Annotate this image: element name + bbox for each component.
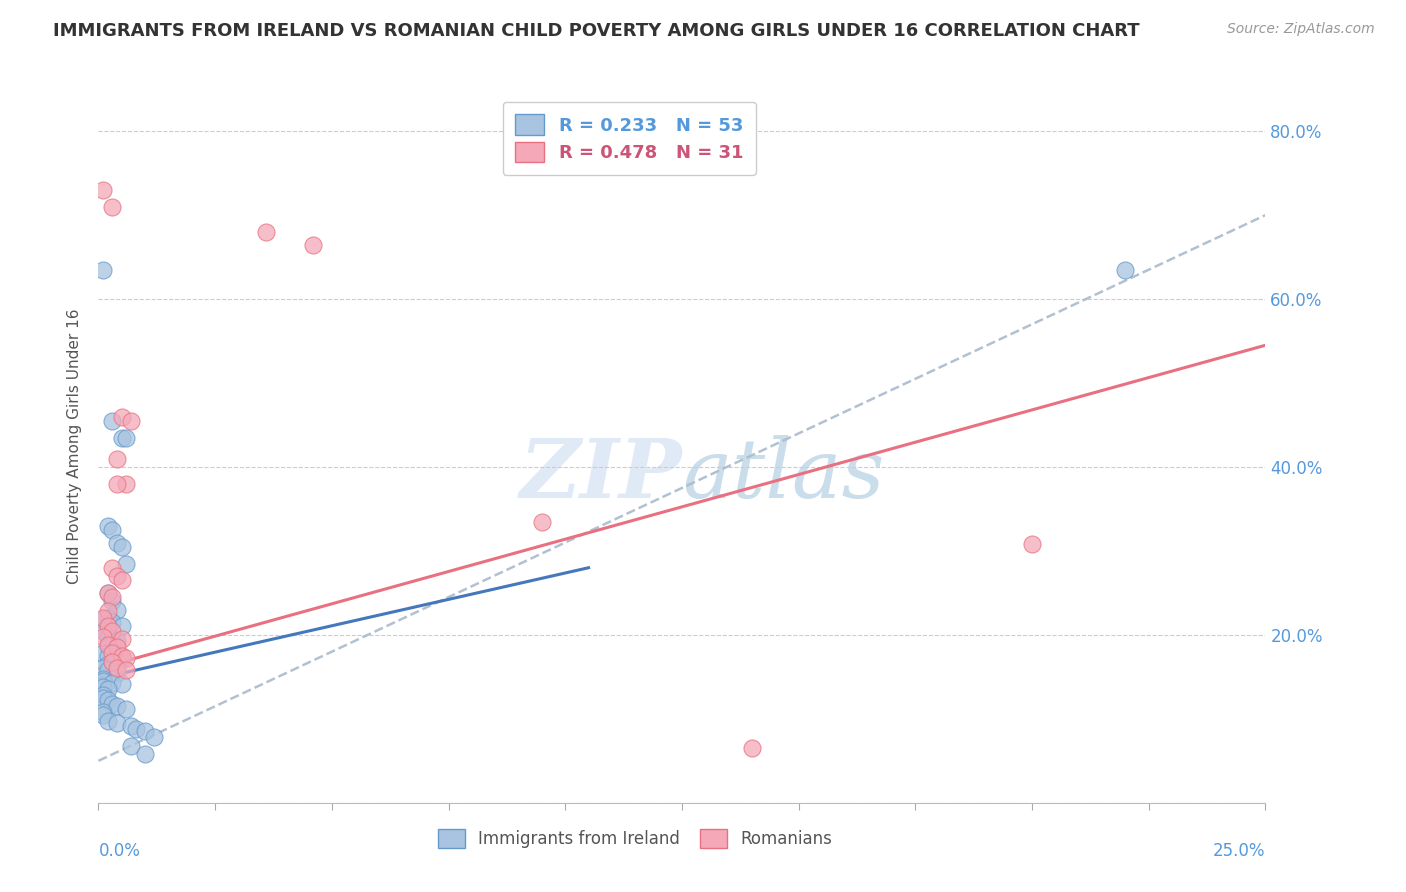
- Point: [97, 714, 120, 728]
- Point: [91, 690, 114, 705]
- Point: [97, 693, 120, 707]
- Point: [91, 707, 114, 722]
- Point: [91, 689, 114, 703]
- Point: [115, 663, 138, 677]
- Point: [105, 661, 128, 675]
- Point: [91, 183, 114, 197]
- Point: [111, 540, 134, 554]
- Point: [101, 624, 124, 638]
- Text: 0.0%: 0.0%: [98, 842, 141, 860]
- Point: [101, 655, 124, 669]
- Point: [97, 640, 120, 655]
- Text: Source: ZipAtlas.com: Source: ZipAtlas.com: [1227, 22, 1375, 37]
- Point: [91, 624, 114, 638]
- Point: [256, 225, 278, 239]
- Point: [91, 672, 114, 686]
- Point: [91, 661, 114, 675]
- Point: [97, 619, 120, 633]
- Point: [97, 586, 120, 600]
- Point: [134, 724, 156, 739]
- Point: [91, 262, 114, 277]
- Point: [105, 569, 128, 583]
- Point: [111, 648, 134, 663]
- Point: [115, 431, 138, 445]
- Point: [105, 476, 128, 491]
- Point: [143, 731, 166, 745]
- Point: [105, 716, 128, 731]
- Point: [105, 451, 128, 466]
- Point: [302, 237, 325, 252]
- Point: [105, 699, 128, 714]
- Point: [91, 646, 114, 660]
- Point: [91, 705, 114, 719]
- Text: atlas: atlas: [682, 434, 884, 515]
- Point: [530, 515, 553, 529]
- Point: [111, 651, 134, 665]
- Point: [111, 632, 134, 646]
- Point: [97, 657, 120, 672]
- Point: [91, 630, 114, 644]
- Point: [1114, 262, 1136, 277]
- Text: 25.0%: 25.0%: [1213, 842, 1265, 860]
- Point: [91, 680, 114, 694]
- Point: [105, 640, 128, 655]
- Point: [115, 651, 138, 665]
- Point: [101, 697, 124, 711]
- Text: ZIP: ZIP: [519, 434, 682, 515]
- Point: [111, 676, 134, 690]
- Point: [115, 557, 138, 571]
- Point: [91, 613, 114, 627]
- Point: [91, 674, 114, 689]
- Point: [101, 655, 124, 669]
- Point: [105, 633, 128, 648]
- Point: [105, 535, 128, 549]
- Point: [1021, 537, 1043, 551]
- Point: [115, 476, 138, 491]
- Point: [97, 630, 120, 644]
- Point: [741, 741, 763, 756]
- Point: [111, 409, 134, 424]
- Point: [97, 663, 120, 677]
- Point: [111, 574, 134, 588]
- Point: [111, 431, 134, 445]
- Point: [105, 603, 128, 617]
- Point: [97, 648, 120, 663]
- Point: [101, 590, 124, 604]
- Point: [101, 594, 124, 608]
- Point: [111, 619, 134, 633]
- Point: [101, 414, 124, 428]
- Point: [105, 665, 128, 680]
- Point: [120, 718, 142, 732]
- Point: [97, 518, 120, 533]
- Point: [120, 414, 142, 428]
- Point: [101, 523, 124, 537]
- Point: [101, 200, 124, 214]
- Text: IMMIGRANTS FROM IRELAND VS ROMANIAN CHILD POVERTY AMONG GIRLS UNDER 16 CORRELATI: IMMIGRANTS FROM IRELAND VS ROMANIAN CHIL…: [53, 22, 1140, 40]
- Point: [125, 722, 148, 736]
- Point: [101, 638, 124, 652]
- Point: [101, 646, 124, 660]
- Point: [101, 675, 124, 690]
- Point: [97, 604, 120, 618]
- Legend: Immigrants from Ireland, Romanians: Immigrants from Ireland, Romanians: [432, 822, 839, 855]
- Y-axis label: Child Poverty Among Girls Under 16: Child Poverty Among Girls Under 16: [66, 309, 82, 583]
- Point: [115, 702, 138, 716]
- Point: [101, 632, 124, 646]
- Point: [91, 611, 114, 625]
- Point: [134, 747, 156, 761]
- Point: [120, 739, 142, 753]
- Point: [97, 638, 120, 652]
- Point: [97, 611, 120, 625]
- Point: [101, 615, 124, 630]
- Point: [97, 682, 120, 697]
- Point: [97, 586, 120, 600]
- Point: [101, 560, 124, 574]
